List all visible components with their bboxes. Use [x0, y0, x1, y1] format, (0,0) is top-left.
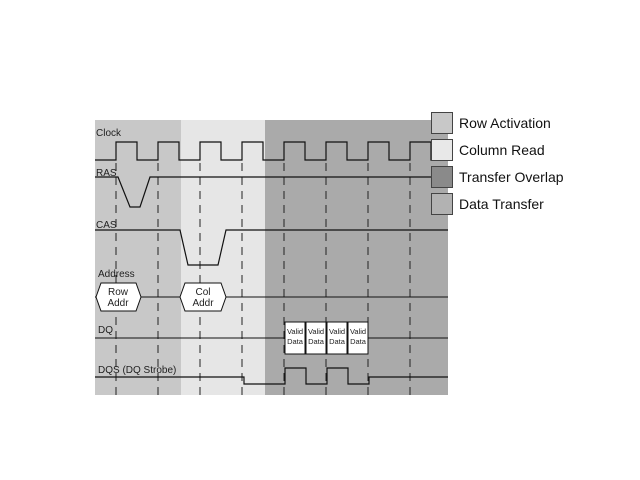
- legend-swatch-data-transfer: [431, 192, 453, 215]
- dq-label: DQ: [98, 325, 113, 336]
- clock-waveform: [95, 141, 448, 161]
- legend-item-row-activation: Row Activation: [431, 109, 581, 136]
- ras-waveform: [95, 176, 448, 208]
- valid-data-4-line-1: Valid: [350, 327, 366, 336]
- legend-label-transfer-overlap: Transfer Overlap: [459, 168, 564, 185]
- row-addr-text-2: Addr: [107, 298, 129, 309]
- legend-label-row-activation: Row Activation: [459, 114, 551, 131]
- legend-item-data-transfer: Data Transfer: [431, 190, 581, 217]
- legend-swatch-transfer-overlap: [431, 165, 453, 188]
- valid-data-2-line-1: Valid: [308, 327, 324, 336]
- legend-item-transfer-overlap: Transfer Overlap: [431, 163, 581, 190]
- valid-data-3-line-2: Data: [329, 337, 346, 346]
- valid-data-box-4: [347, 321, 369, 355]
- legend: Row Activation Column Read Transfer Over…: [431, 109, 581, 217]
- address-label: Address: [98, 269, 135, 280]
- cas-label: CAS: [96, 220, 117, 231]
- dqs-label: DQS (DQ Strobe): [98, 365, 176, 376]
- legend-label-column-read: Column Read: [459, 141, 545, 158]
- timing-guides: [115, 163, 411, 395]
- valid-data-box-2: [305, 321, 327, 355]
- row-addr-box: [95, 282, 142, 312]
- legend-label-data-transfer: Data Transfer: [459, 195, 544, 212]
- col-addr-text-2: Addr: [192, 298, 214, 309]
- valid-data-box-3: [326, 321, 348, 355]
- valid-data-1-line-2: Data: [287, 337, 304, 346]
- phase-column-read: [181, 120, 265, 395]
- legend-item-column-read: Column Read: [431, 136, 581, 163]
- legend-swatch-row-activation: [431, 111, 453, 134]
- cas-waveform: [95, 229, 448, 266]
- clock-label: Clock: [96, 128, 122, 139]
- valid-data-3-line-1: Valid: [329, 327, 345, 336]
- col-addr-text-1: Col: [195, 287, 210, 298]
- valid-data-4-line-2: Data: [350, 337, 367, 346]
- col-addr-box: [179, 282, 227, 312]
- valid-data-2-line-2: Data: [308, 337, 325, 346]
- dqs-waveform: [95, 367, 448, 385]
- ras-label: RAS: [96, 168, 117, 179]
- row-addr-text-1: Row: [108, 287, 129, 298]
- valid-data-1-line-1: Valid: [287, 327, 303, 336]
- valid-data-box-1: [284, 321, 306, 355]
- legend-swatch-column-read: [431, 138, 453, 161]
- phase-row-activation: [95, 120, 181, 395]
